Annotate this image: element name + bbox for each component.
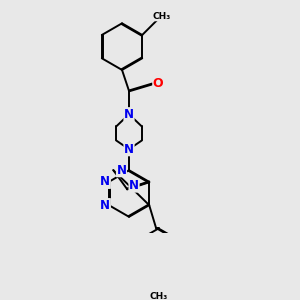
Text: N: N <box>100 175 110 188</box>
Text: N: N <box>124 108 134 121</box>
Text: CH₃: CH₃ <box>153 12 171 21</box>
Text: CH₃: CH₃ <box>149 292 168 300</box>
Text: N: N <box>124 143 134 156</box>
Text: N: N <box>129 179 139 192</box>
Text: N: N <box>100 199 110 212</box>
Text: N: N <box>116 164 127 177</box>
Text: O: O <box>153 77 164 90</box>
